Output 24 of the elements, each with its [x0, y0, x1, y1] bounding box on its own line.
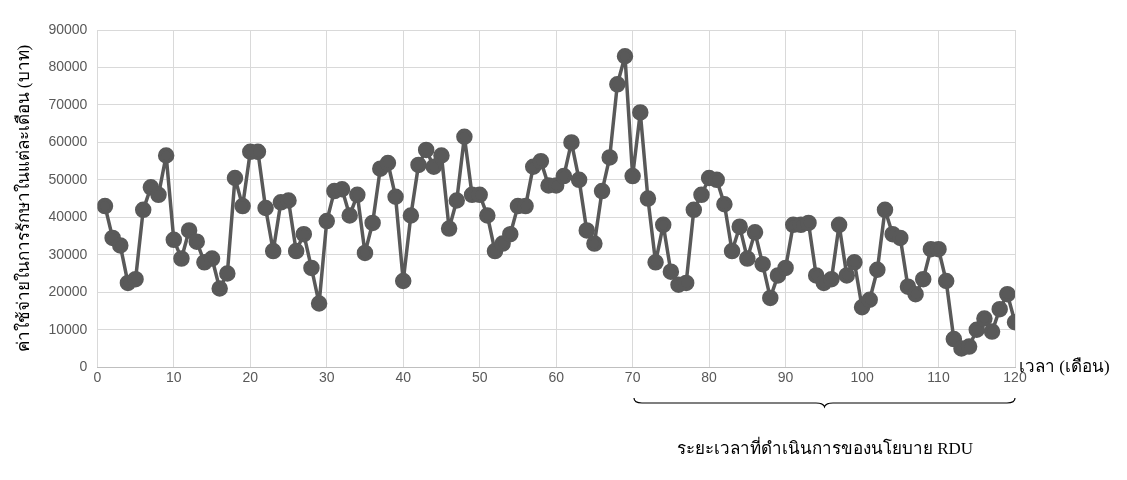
- y-axis-title: ค่าใช้จ่ายในการรักษาในแต่ละเดือน (บาท): [12, 44, 33, 353]
- y-tick-label: 10000: [48, 320, 88, 337]
- x-tick-label: 40: [395, 369, 412, 386]
- y-tick-label: 30000: [48, 245, 88, 262]
- x-tick-label: 60: [548, 369, 565, 386]
- y-tick-label: 0: [79, 358, 88, 375]
- x-tick-label: 50: [471, 369, 488, 386]
- x-tick-label: 70: [624, 369, 641, 386]
- y-tick-label: 40000: [48, 208, 88, 225]
- x-tick-label: 110: [927, 369, 950, 386]
- x-tick-label: 100: [850, 369, 874, 386]
- y-tick-label: 80000: [48, 58, 88, 75]
- x-tick-label: 20: [242, 369, 259, 386]
- x-tick-label: 0: [93, 369, 102, 386]
- x-tick-label: 10: [166, 369, 182, 386]
- y-tick-label: 90000: [48, 20, 88, 37]
- text: ระยะเวลาที่ดำเนินการของนโยบาย RDU: [675, 435, 975, 460]
- x-tick-label: 90: [777, 369, 794, 386]
- y-tick-label: 60000: [48, 133, 88, 150]
- y-tick-label: 50000: [48, 170, 88, 187]
- y-tick-label: 70000: [48, 95, 88, 112]
- x-tick-label: 30: [318, 369, 335, 386]
- y-tick-label: 20000: [48, 283, 88, 300]
- x-tick-label: 80: [701, 369, 718, 386]
